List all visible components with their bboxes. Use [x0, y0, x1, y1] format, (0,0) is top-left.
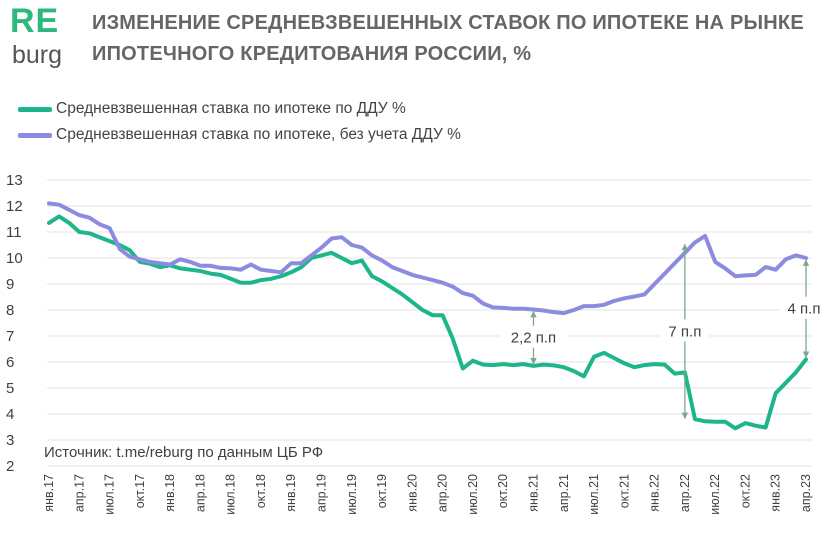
y-tick-label: 6	[6, 354, 14, 371]
x-tick-label: окт.20	[496, 474, 510, 508]
legend-swatch-ddu	[18, 106, 52, 112]
x-tick-label: апр.18	[193, 474, 207, 512]
x-tick-label: июл.18	[224, 474, 238, 515]
y-tick-label: 13	[6, 172, 23, 189]
source-note: Источник: t.me/reburg по данным ЦБ РФ	[44, 444, 324, 461]
x-tick-label: окт.21	[617, 474, 631, 508]
x-tick-label: апр.17	[72, 474, 86, 512]
x-tick-label: окт.19	[375, 474, 389, 508]
y-tick-label: 2	[6, 458, 14, 475]
x-tick-label: апр.19	[315, 474, 329, 512]
x-tick-label: янв.22	[648, 474, 662, 512]
x-tick-label: апр.23	[799, 474, 813, 512]
annotation-label-bg	[660, 319, 710, 342]
logo-burg: burg	[12, 41, 63, 69]
annotation-label: 4 п.п	[788, 301, 821, 318]
y-tick-label: 12	[6, 198, 23, 215]
chart-title: ИЗМЕНЕНИЕ СРЕДНЕВЗВЕШЕННЫХ СТАВОК ПО ИПО…	[92, 12, 804, 65]
x-tick-label: янв.23	[769, 474, 783, 512]
y-tick-label: 8	[6, 302, 14, 319]
y-tick-label: 5	[6, 380, 14, 397]
annotation-label-bg	[779, 296, 829, 319]
x-tick-label: июл.20	[466, 474, 480, 515]
x-tick-label: окт.22	[738, 474, 752, 508]
y-tick-label: 3	[6, 432, 14, 449]
x-tick-label: янв.21	[526, 474, 540, 512]
y-tick-label: 10	[6, 250, 23, 267]
x-tick-label: окт.17	[133, 474, 147, 508]
annotation-label: 2,2 п.п	[511, 330, 556, 347]
legend-item-non-ddu: Средневзвешенная ставка по ипотеке, без …	[18, 124, 461, 146]
x-tick-label: апр.20	[436, 474, 450, 512]
annotation-label: 7 п.п	[668, 323, 701, 340]
y-tick-label: 9	[6, 276, 14, 293]
annotation-label-bg	[500, 325, 567, 348]
x-tick-label: янв.18	[163, 474, 177, 512]
legend-item-ddu: Средневзвешенная ставка по ипотеке по ДД…	[18, 98, 406, 120]
legend-label-ddu: Средневзвешенная ставка по ипотеке по ДД…	[56, 100, 406, 117]
series-line-ddu	[47, 214, 808, 431]
x-tick-label: окт.18	[254, 474, 268, 508]
x-tick-label: июл.19	[345, 474, 359, 515]
x-tick-label: янв.17	[42, 474, 56, 512]
x-tick-label: июл.21	[587, 474, 601, 515]
y-tick-label: 7	[6, 328, 14, 345]
logo-re: RE	[10, 2, 60, 40]
legend-label-non-ddu: Средневзвешенная ставка по ипотеке, без …	[56, 126, 461, 143]
x-tick-label: апр.22	[678, 474, 692, 512]
x-tick-label: июл.17	[103, 474, 117, 515]
y-tick-label: 11	[6, 224, 22, 241]
x-tick-label: апр.21	[557, 474, 571, 512]
x-tick-label: янв.19	[284, 474, 298, 512]
y-tick-label: 4	[6, 406, 14, 423]
x-tick-label: янв.20	[405, 474, 419, 512]
legend-swatch-non-ddu	[18, 132, 52, 138]
x-tick-label: июл.22	[708, 474, 722, 515]
series-line-non-ddu	[47, 201, 808, 316]
